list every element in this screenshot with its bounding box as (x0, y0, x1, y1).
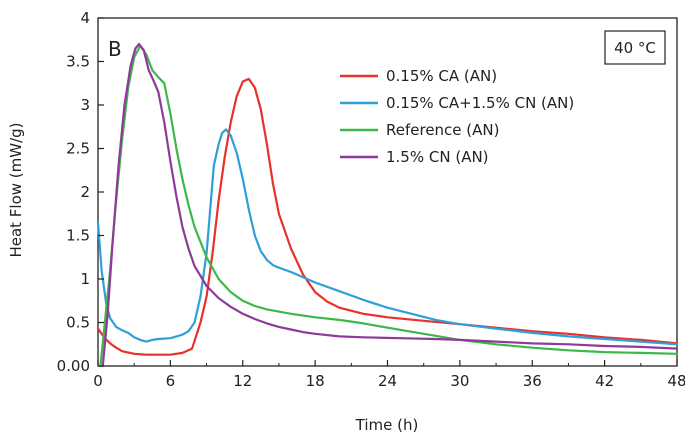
x-tick-label: 24 (378, 372, 397, 390)
y-tick-label: 1.5 (66, 227, 90, 245)
temperature-label: 40 °C (614, 39, 656, 57)
x-tick-label: 18 (306, 372, 325, 390)
panel-label: B (108, 37, 122, 61)
x-tick-label: 12 (233, 372, 252, 390)
legend-label: 0.15% CA (AN) (386, 67, 497, 85)
y-tick-label: 1 (80, 270, 90, 288)
series-line (96, 77, 679, 356)
y-tick-label: 3.5 (66, 53, 90, 71)
y-tick-label: 4 (80, 9, 90, 27)
x-tick-label: 0 (93, 372, 103, 390)
y-tick-label: 3 (80, 96, 90, 114)
y-axis-title: Heat Flow (mW/g) (7, 122, 25, 257)
x-axis-title: Time (h) (355, 416, 419, 434)
x-tick-label: 48 (667, 372, 685, 390)
y-tick-label: 2.5 (66, 140, 90, 158)
x-tick-label: 6 (166, 372, 176, 390)
temperature-box: 40 °C (604, 30, 666, 65)
legend-label: 1.5% CN (AN) (386, 148, 489, 166)
x-tick-label: 36 (523, 372, 542, 390)
x-axis: 0 6 12 18 24 30 36 42 48 (93, 360, 685, 390)
x-tick-label: 42 (595, 372, 614, 390)
legend-label: 0.15% CA+1.5% CN (AN) (386, 94, 574, 112)
legend-label: Reference (AN) (386, 121, 500, 139)
legend: 0.15% CA (AN) 0.15% CA+1.5% CN (AN) Refere… (340, 67, 574, 166)
y-tick-label: 2 (80, 183, 90, 201)
series-layer (96, 43, 679, 368)
y-axis: 0.00 0.5 1 1.5 2 2.5 3 3.5 4 (57, 9, 104, 375)
x-tick-label: 30 (450, 372, 469, 390)
y-tick-label: 0.5 (66, 314, 90, 332)
series-line (101, 43, 679, 368)
series-line (96, 128, 679, 346)
y-tick-label: 0.00 (57, 357, 90, 375)
